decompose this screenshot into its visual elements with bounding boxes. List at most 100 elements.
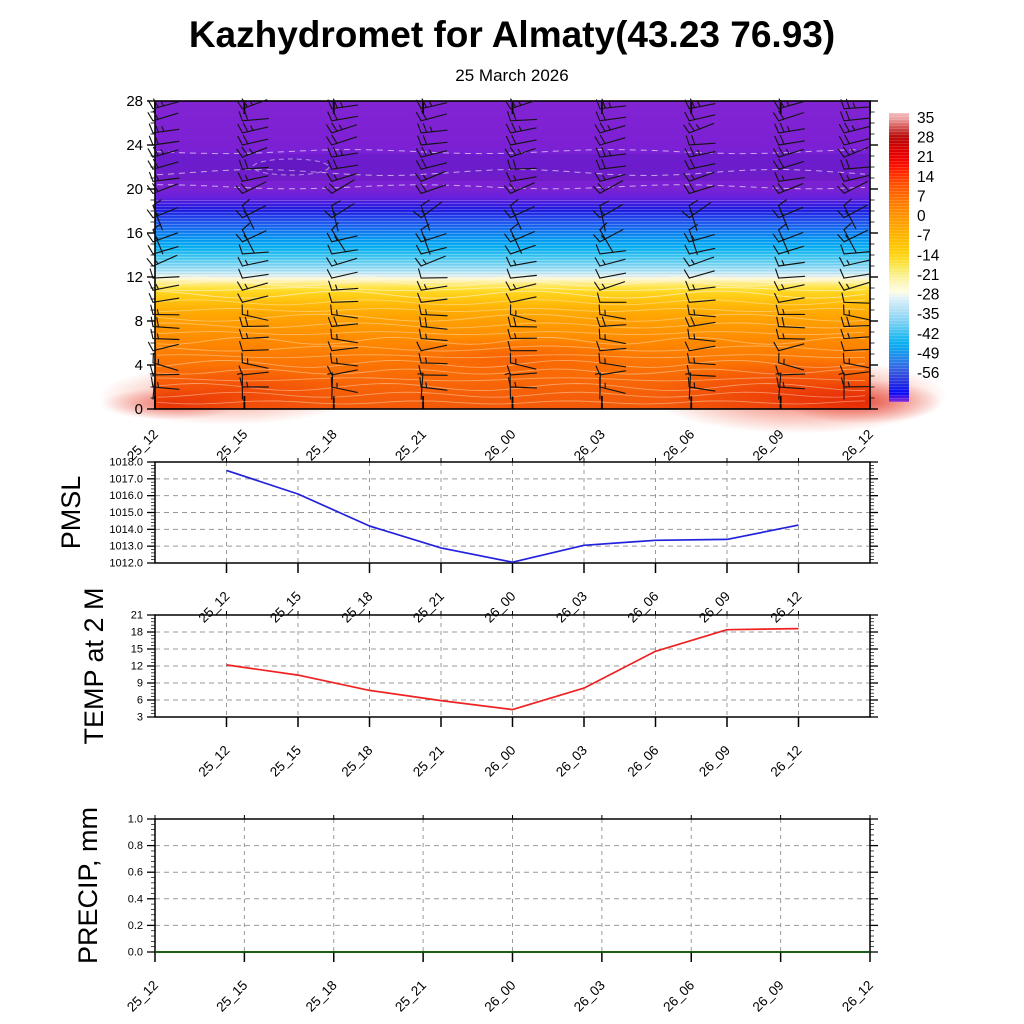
wind-barb-half-feather	[601, 283, 606, 289]
wind-barb-staff	[688, 256, 715, 267]
wind-barb-feather	[774, 293, 780, 303]
cold-contour-dashed-line	[157, 184, 866, 190]
wind-barb-half-feather	[422, 174, 427, 180]
wind-barb-staff	[599, 229, 624, 243]
wind-barb-staff	[843, 251, 871, 255]
wind-barb-staff	[420, 113, 447, 122]
wind-barb-feather	[840, 341, 845, 352]
wind-barb-feather	[774, 171, 780, 182]
wind-barb-staff	[688, 362, 716, 366]
wind-barb-feather	[147, 233, 154, 243]
wind-barb-feather	[507, 111, 512, 122]
wind-barb-feather	[238, 111, 243, 122]
wind-barb-staff	[843, 204, 857, 230]
wind-barb-staff	[688, 321, 716, 328]
wind-barb-feather	[422, 134, 428, 146]
wind-barb-feather	[148, 123, 154, 134]
wind-barb-half-feather	[333, 174, 338, 181]
colorbar-tick-label: -49	[917, 345, 939, 362]
wind-barb-feather	[840, 111, 845, 122]
wind-barb-feather	[594, 136, 601, 146]
wind-barb-staff	[843, 106, 871, 110]
wind-barb-staff	[599, 137, 626, 146]
wind-barb-feather	[595, 147, 601, 158]
wind-barb-feather	[601, 110, 606, 121]
wind-barb-feather	[240, 183, 248, 192]
wind-barb-feather	[244, 110, 249, 121]
wind-barb-staff	[331, 152, 359, 158]
wind-barb-half-feather	[154, 259, 159, 265]
wind-barb-staff	[599, 347, 627, 352]
wind-barb-staff	[843, 313, 871, 321]
pmsl-panel: 1012.0 1013.0 1014.0 1015.0 1016.0 1017.0 1018…	[56, 457, 878, 626]
wind-barb-feather	[507, 316, 512, 328]
wind-barb-half-feather	[425, 333, 428, 340]
wind-barb-staff	[509, 127, 537, 134]
wind-barb-feather	[505, 293, 512, 303]
wind-barb-staff	[241, 147, 268, 158]
wind-barb-feather	[601, 159, 606, 170]
height-axis-label: 24	[126, 137, 143, 154]
wind-barb-feather	[416, 99, 422, 110]
wind-barb-staff	[599, 180, 624, 194]
wind-barb-feather	[688, 224, 698, 231]
wind-barb-half-feather	[697, 101, 701, 108]
wind-barb-staff	[688, 171, 715, 182]
wind-barb-feather	[596, 316, 601, 328]
time-axis-label: 26_06	[660, 978, 697, 1015]
wind-barb-feather	[327, 147, 333, 158]
wind-barb-half-feather	[600, 210, 606, 216]
wind-barb-staff	[509, 139, 537, 146]
wind-barb-half-feather	[782, 333, 785, 340]
wind-barb-half-feather	[424, 357, 428, 364]
wind-barb-staff	[509, 204, 522, 230]
wind-barb-staff	[843, 181, 868, 194]
wind-barb-half-feather	[249, 100, 254, 106]
wind-barb-half-feather	[781, 284, 785, 290]
wind-barb-feather	[685, 135, 690, 146]
wind-barb-staff	[778, 373, 806, 376]
wind-barb-feather	[684, 341, 690, 352]
value-axis-label: 1.0	[128, 814, 143, 826]
wind-barb-staff	[509, 167, 538, 170]
wind-barb-staff	[152, 386, 180, 390]
wind-barb-half-feather	[692, 284, 696, 291]
wind-barb-feather	[506, 172, 512, 182]
wind-barb-staff	[241, 371, 269, 376]
wind-barb-feather	[417, 135, 422, 146]
wind-barb-feather	[327, 341, 333, 352]
wind-barb-feather	[150, 316, 154, 328]
wind-barb-half-feather	[514, 333, 517, 340]
time-axis-label: 26_06	[660, 427, 697, 464]
wind-barb-feather	[152, 158, 159, 169]
colorbar-tick-label: 14	[917, 169, 935, 186]
wind-barb-half-feather	[243, 210, 248, 216]
wind-barb-staff	[778, 325, 806, 329]
wind-barb-feather	[415, 184, 422, 194]
wind-barb-staff	[420, 162, 447, 170]
wind-barb-staff	[509, 296, 537, 303]
warm-contour-line	[156, 290, 866, 299]
wind-barb-half-feather	[156, 175, 160, 182]
value-axis-label: 18	[131, 627, 143, 639]
wind-barb-feather	[684, 317, 690, 328]
wind-barb-feather	[509, 199, 519, 207]
wind-barb-feather	[505, 135, 512, 146]
wind-barb-half-feather	[156, 309, 160, 316]
wind-barb-staff	[688, 386, 716, 392]
wind-barb-staff	[241, 175, 269, 182]
wind-barb-feather	[504, 245, 512, 255]
wind-barb-half-feather	[249, 148, 254, 154]
warm-contour-line	[156, 287, 866, 292]
wind-barb-feather	[686, 352, 690, 364]
value-axis-label: 1014.0	[109, 524, 143, 536]
wind-barb-feather	[422, 122, 428, 133]
closed-contour-loop	[252, 158, 330, 176]
wind-barb-half-feather	[693, 357, 696, 364]
wind-barb-feather	[688, 199, 698, 207]
wind-barb-feather	[237, 256, 243, 267]
wind-barb-staff	[152, 112, 179, 122]
wind-barb-feather	[150, 304, 154, 315]
wind-barb-staff	[843, 259, 870, 267]
